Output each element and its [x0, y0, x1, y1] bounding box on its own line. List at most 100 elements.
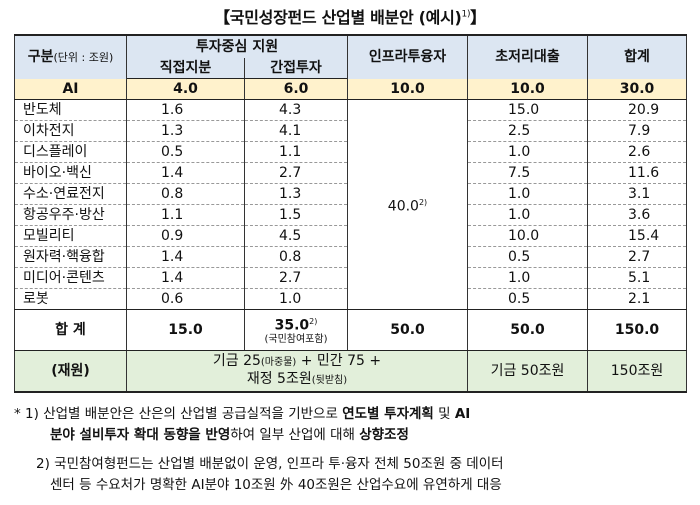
cell-total: 3.1: [587, 183, 687, 205]
source-line-1: 기금 25(마중물) + 민간 75 +: [212, 353, 382, 369]
cell-indirect: 1.0: [244, 288, 348, 310]
cell-indirect: 6.0: [244, 78, 348, 100]
table-row: 항공우주·방산 1.1 1.5 1.0 3.6: [14, 204, 687, 226]
cell-total: 20.9: [587, 99, 687, 121]
table-row: 모빌리티 0.9 4.5 10.0 15.4: [14, 225, 687, 247]
table-row: 원자력·핵융합 1.4 0.8 0.5 2.7: [14, 246, 687, 268]
title-text: 【국민성장펀드 산업별 배분안 (예시): [214, 8, 462, 27]
row-label: 반도체: [14, 99, 127, 121]
header-row-1: 구분(단위 : 조원) 투자중심 지원 인프라투융자 초저리대출 합계: [14, 34, 687, 79]
table-row-ai: AI 4.0 6.0 10.0 10.0 30.0: [14, 78, 687, 100]
cell-loan: 0.5: [467, 246, 588, 268]
cell-direct: 0.8: [126, 183, 245, 205]
total-direct: 15.0: [126, 309, 245, 351]
cell-direct: 1.4: [126, 246, 245, 268]
source-line-2: 재정 5조원(뒷받침): [246, 371, 348, 387]
title-close-bracket: 】: [470, 8, 486, 27]
table-row: 반도체 1.6 4.3 40.02) 15.0 20.9: [14, 99, 687, 310]
cell-indirect: 1.1: [244, 141, 348, 163]
header-unit: (단위 : 조원): [53, 50, 114, 64]
header-investment-group: 투자중심 지원: [126, 34, 348, 58]
row-label: 로봇: [14, 288, 127, 310]
row-label: 바이오·백신: [14, 162, 127, 184]
cell-total: 7.9: [587, 120, 687, 142]
cell-direct: 0.6: [126, 288, 245, 310]
cell-indirect: 4.3: [244, 99, 348, 121]
header-row-2: 직접지분 간접투자: [15, 58, 687, 79]
cell-total: 11.6: [587, 162, 687, 184]
cell-indirect: 2.7: [244, 267, 348, 289]
source-investment: 기금 25(마중물) + 민간 75 + 재정 5조원(뒷받침): [126, 350, 468, 393]
table-row: 수소·연료전지 0.8 1.3 1.0 3.1: [14, 183, 687, 205]
cell-loan: 1.0: [467, 204, 588, 226]
header-infra: 인프라투융자: [347, 34, 468, 79]
header-direct: 직접지분: [126, 58, 245, 79]
cell-direct: 1.4: [126, 267, 245, 289]
row-label: 미디어·콘텐츠: [14, 267, 127, 289]
fund-allocation-table: 구분(단위 : 조원) 투자중심 지원 인프라투융자 초저리대출 합계 직접지분…: [14, 34, 687, 393]
cell-total: 3.6: [587, 204, 687, 226]
row-label: 항공우주·방산: [14, 204, 127, 226]
page-title: 【국민성장펀드 산업별 배분안 (예시)1)】: [0, 4, 700, 28]
infra-footnote-marker: 2): [418, 197, 428, 207]
total-indirect: 35.02) (국민참여포함): [244, 309, 348, 351]
cell-indirect: 1.3: [244, 183, 348, 205]
cell-total: 2.7: [587, 246, 687, 268]
cell-loan: 2.5: [467, 120, 588, 142]
footnote-1-line-1: * 1) 산업별 배분안은 산은의 산업별 공급실적을 기반으로 연도별 투자계…: [14, 406, 471, 422]
cell-indirect: 1.5: [244, 204, 348, 226]
table-row: 미디어·콘텐츠 1.4 2.7 1.0 5.1: [14, 267, 687, 289]
cell-loan: 1.0: [467, 267, 588, 289]
footnote-2-line-2: 센터 등 수요처가 명확한 AI분야 10조원 外 40조원은 산업수요에 유연…: [50, 477, 502, 493]
row-label: 원자력·핵융합: [14, 246, 127, 268]
table-row: 로봇 0.6 1.0 0.5 2.1: [14, 288, 687, 310]
footnote-2-line-1: 2) 국민참여형펀드는 산업별 배분없이 운영, 인프라 투·융자 전체 50조…: [36, 456, 504, 472]
cell-indirect: 2.7: [244, 162, 348, 184]
cell-loan: 10.0: [467, 78, 588, 100]
table-row: 디스플레이 0.5 1.1 1.0 2.6: [14, 141, 687, 163]
source-loan: 기금 50조원: [467, 350, 588, 393]
cell-total: 30.0: [587, 78, 687, 100]
source-total: 150조원: [587, 350, 687, 393]
cell-direct: 1.4: [126, 162, 245, 184]
total-label: 합 계: [14, 309, 127, 351]
cell-total: 5.1: [587, 267, 687, 289]
title-footnote-marker: 1): [461, 9, 471, 20]
cell-loan: 1.0: [467, 183, 588, 205]
source-row: (재원) 기금 25(마중물) + 민간 75 + 재정 5조원(뒷받침) 기금…: [14, 350, 687, 393]
header-indirect: 간접투자: [244, 58, 348, 79]
cell-direct: 1.6: [126, 99, 245, 121]
cell-direct: 1.3: [126, 120, 245, 142]
infra-merged-value: 40.0: [387, 198, 419, 215]
header-total: 합계: [587, 34, 687, 79]
cell-loan: 0.5: [467, 288, 588, 310]
cell-loan: 10.0: [467, 225, 588, 247]
cell-loan: 7.5: [467, 162, 588, 184]
row-label: 이차전지: [14, 120, 127, 142]
header-gubun: 구분(단위 : 조원): [14, 34, 127, 79]
cell-indirect: 0.8: [244, 246, 348, 268]
cell-infra: 10.0: [347, 78, 468, 100]
table-row: 이차전지 1.3 4.1 2.5 7.9: [14, 120, 687, 142]
header-loan: 초저리대출: [467, 34, 588, 79]
cell-total: 15.4: [587, 225, 687, 247]
cell-total: 2.6: [587, 141, 687, 163]
cell-direct: 0.9: [126, 225, 245, 247]
total-indirect-note: (국민참여포함): [264, 333, 328, 345]
total-sum: 150.0: [587, 309, 687, 351]
cell-infra-merged: 40.02): [347, 99, 468, 310]
source-label: (재원): [14, 350, 127, 393]
cell-loan: 1.0: [467, 141, 588, 163]
row-label: 수소·연료전지: [14, 183, 127, 205]
cell-direct: 4.0: [126, 78, 245, 100]
cell-indirect: 4.5: [244, 225, 348, 247]
cell-direct: 1.1: [126, 204, 245, 226]
cell-loan: 15.0: [467, 99, 588, 121]
row-label: AI: [14, 78, 127, 100]
cell-indirect: 4.1: [244, 120, 348, 142]
total-loan: 50.0: [467, 309, 588, 351]
row-label: 디스플레이: [14, 141, 127, 163]
row-label: 모빌리티: [14, 225, 127, 247]
cell-direct: 0.5: [126, 141, 245, 163]
total-infra: 50.0: [347, 309, 468, 351]
